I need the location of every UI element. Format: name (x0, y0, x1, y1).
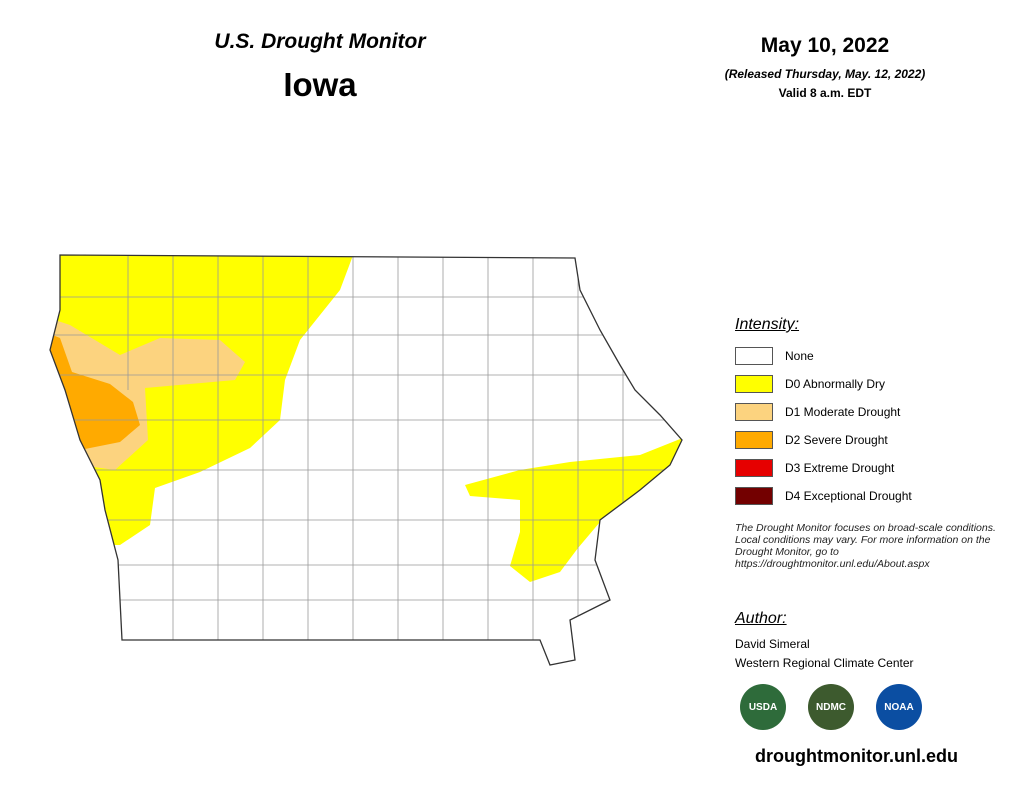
author-title: Author: (735, 610, 787, 627)
valid-date: May 10, 2022 (760, 34, 890, 57)
map (49, 254, 683, 666)
logo: NDMC (808, 684, 854, 730)
legend-title: Intensity: (735, 316, 800, 333)
legend-swatch (735, 375, 773, 393)
legend-label: D0 Abnormally Dry (785, 377, 886, 391)
legend-label: D4 Exceptional Drought (785, 489, 912, 503)
legend-item: None (735, 342, 912, 370)
author-org: Western Regional Climate Center (735, 656, 914, 670)
legend: None D0 Abnormally Dry D1 Moderate Drought… (735, 342, 912, 510)
logo: NOAA (876, 684, 922, 730)
legend-item: D2 Severe Drought (735, 426, 912, 454)
legend-label: D2 Severe Drought (785, 433, 888, 447)
legend-item: D1 Moderate Drought (735, 398, 912, 426)
legend-swatch (735, 487, 773, 505)
legend-swatch (735, 459, 773, 477)
url: droughtmonitor.unl.edu (755, 746, 958, 766)
legend-item: D4 Exceptional Drought (735, 482, 912, 510)
legend-label: D1 Moderate Drought (785, 405, 901, 419)
author-name: David Simeral (735, 637, 810, 651)
legend-swatch (735, 347, 773, 365)
legend-item: D0 Abnormally Dry (735, 370, 912, 398)
legend-swatch (735, 431, 773, 449)
release-date: (Released Thursday, May. 12, 2022) (724, 67, 926, 81)
legend-label: D3 Extreme Drought (785, 461, 895, 475)
state-name: Iowa (283, 66, 357, 103)
logo: USDA (740, 684, 786, 730)
legend-item: D3 Extreme Drought (735, 454, 912, 482)
note: The Drought Monitor focuses on broad-sca… (735, 522, 996, 570)
logos: USDA NDMC NOAA (740, 684, 922, 730)
legend-swatch (735, 403, 773, 421)
valid-time: Valid 8 a.m. EDT (778, 86, 872, 100)
title: U.S. Drought Monitor (214, 30, 426, 53)
legend-label: None (785, 349, 814, 363)
map-fill (50, 255, 682, 640)
